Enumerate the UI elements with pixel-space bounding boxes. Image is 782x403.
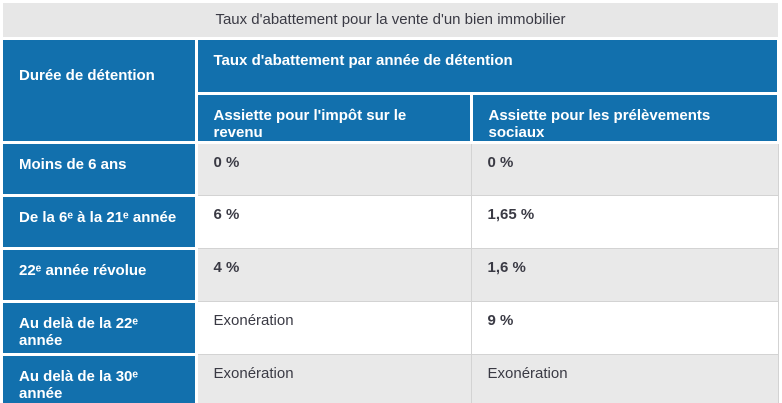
table-row: 22ᵉ année révolue 4 % 1,6 % <box>3 246 779 303</box>
social-levies-value-cell: 1,65 % <box>470 194 779 249</box>
income-tax-value-cell: 6 % <box>195 194 472 249</box>
group-header: Taux d'abattement par année de détention <box>194 40 780 95</box>
duration-cell: De la 6ᵉ à la 21ᵉ année <box>3 193 198 250</box>
header-row-group: Durée de détention Taux d'abattement par… <box>3 40 780 144</box>
social-levies-value-cell: Exonération <box>470 353 779 403</box>
social-levies-value-cell: 0 % <box>470 141 779 196</box>
table-row: Moins de 6 ans 0 % 0 % <box>3 140 779 197</box>
table-row: Au delà de la 22ᵉ année Exonération 9 % <box>3 299 779 356</box>
header-row-columns: Assiette pour l'impôt sur le revenu Assi… <box>3 91 780 144</box>
income-tax-value-cell: Exonération <box>195 353 472 403</box>
col-header-social-levies: Assiette pour les prélèvements sociaux <box>469 91 780 144</box>
abatement-table: Durée de détention Taux d'abattement par… <box>3 40 780 403</box>
corner-header-duration: Durée de détention <box>3 40 198 144</box>
duration-cell: Moins de 6 ans <box>3 140 198 197</box>
income-tax-value-cell: Exonération <box>195 300 472 355</box>
duration-cell: Au delà de la 22ᵉ année <box>3 299 198 356</box>
duration-cell: 22ᵉ année révolue <box>3 246 198 303</box>
table-row: De la 6ᵉ à la 21ᵉ année 6 % 1,65 % <box>3 193 779 250</box>
income-tax-value-cell: 4 % <box>195 247 472 302</box>
col-header-income-tax: Assiette pour l'impôt sur le revenu <box>194 91 473 144</box>
table-title: Taux d'abattement pour la vente d'un bie… <box>3 3 778 37</box>
table-row: Au delà de la 30ᵉ année Exonération Exon… <box>3 352 779 403</box>
income-tax-value-cell: 0 % <box>195 141 472 196</box>
duration-cell: Au delà de la 30ᵉ année <box>3 352 198 403</box>
social-levies-value-cell: 9 % <box>470 300 779 355</box>
social-levies-value-cell: 1,6 % <box>470 247 779 302</box>
